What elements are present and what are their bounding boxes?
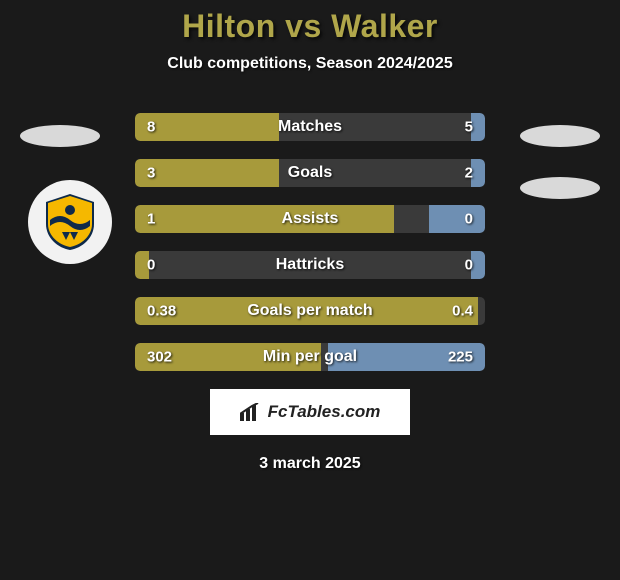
team-right-badge	[520, 177, 600, 199]
stat-bar-left	[135, 113, 279, 141]
stat-row: 8 Matches 5	[135, 113, 485, 141]
stat-value-left: 1	[147, 211, 155, 228]
stat-row: 302 Min per goal 225	[135, 343, 485, 371]
stat-row: 0 Hattricks 0	[135, 251, 485, 279]
stat-bar-right	[471, 251, 485, 279]
stats-bars: 8 Matches 5 3 Goals 2 1 Assists 0 0 Hatt…	[135, 113, 485, 371]
stat-value-right: 225	[448, 349, 473, 366]
stat-bar-left	[135, 297, 478, 325]
page-subtitle: Club competitions, Season 2024/2025	[0, 55, 620, 73]
stat-value-left: 0.38	[147, 303, 176, 320]
player-right-badge	[520, 125, 600, 147]
stat-bar-left	[135, 205, 394, 233]
stat-value-right: 2	[465, 165, 473, 182]
team-left-crest	[28, 180, 112, 264]
stat-bar-right	[471, 113, 485, 141]
comparison-panel: Hilton vs Walker Club competitions, Seas…	[0, 0, 620, 473]
footer-logo-text: FcTables.com	[268, 402, 381, 422]
stat-bar-right	[471, 159, 485, 187]
stat-value-right: 0.4	[452, 303, 473, 320]
page-title: Hilton vs Walker	[0, 8, 620, 45]
chart-icon	[240, 403, 262, 421]
stat-value-left: 302	[147, 349, 172, 366]
date-label: 3 march 2025	[0, 455, 620, 473]
stat-row: 1 Assists 0	[135, 205, 485, 233]
stat-value-left: 3	[147, 165, 155, 182]
stat-value-right: 0	[465, 257, 473, 274]
player-left-badge	[20, 125, 100, 147]
stat-bar-left	[135, 159, 279, 187]
stat-value-right: 0	[465, 211, 473, 228]
footer-logo[interactable]: FcTables.com	[210, 389, 410, 435]
stat-value-right: 5	[465, 119, 473, 136]
stat-label: Hattricks	[135, 256, 485, 274]
stat-value-left: 0	[147, 257, 155, 274]
stat-row: 3 Goals 2	[135, 159, 485, 187]
stat-value-left: 8	[147, 119, 155, 136]
stat-row: 0.38 Goals per match 0.4	[135, 297, 485, 325]
crest-icon	[40, 192, 100, 252]
stat-bar-right	[429, 205, 485, 233]
